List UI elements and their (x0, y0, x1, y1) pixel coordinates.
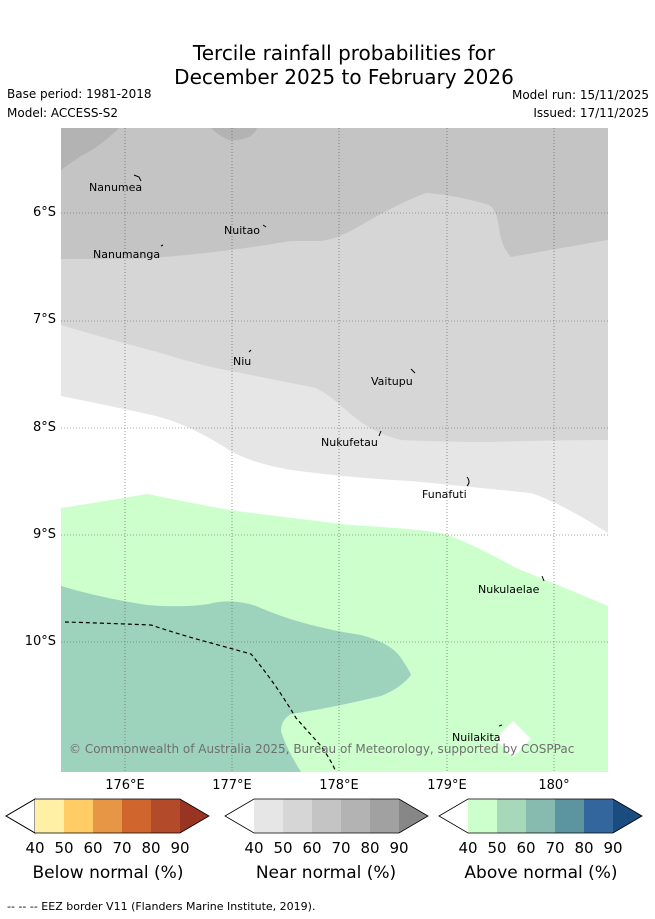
no-data-diamond (495, 721, 531, 757)
x-label-179e: 179°E (427, 778, 467, 793)
near-normal-swatch-70 (341, 799, 370, 833)
nuilakita-island-shape (498, 724, 503, 727)
nanumea-island-shape (133, 174, 142, 182)
below-normal-tick-40: 40 (25, 839, 45, 857)
map-title-line2: December 2025 to February 2026 (174, 65, 514, 89)
below-normal-swatch-80 (151, 799, 180, 833)
niu-island-shape (248, 349, 252, 353)
island-label-nanumea: Nanumea (89, 181, 142, 194)
copyright-text: © Commonwealth of Australia 2025, Bureau… (69, 742, 574, 756)
near-normal-tick-50: 50 (273, 839, 293, 857)
island-label-niu: Niu (233, 355, 251, 368)
island-label-funafuti: Funafuti (422, 488, 467, 501)
above-normal-swatch-50 (497, 799, 526, 833)
map-gridlines (61, 128, 608, 772)
y-label-6s: 6°S (32, 205, 56, 220)
below-normal-low-arrow (5, 798, 36, 834)
below-normal-tick-90: 90 (170, 839, 190, 857)
above-normal-high-arrow (613, 799, 642, 833)
funafuti-island-shape (466, 476, 470, 487)
below-normal-tick-60: 60 (83, 839, 103, 857)
above-normal-outline (438, 798, 643, 834)
below-normal-title: Below normal (%) (32, 863, 184, 883)
above-normal-swatch-80 (584, 799, 613, 833)
nuitao-island-shape (262, 224, 267, 228)
below-normal-swatch-50 (64, 799, 93, 833)
near-normal-low-arrow (225, 799, 254, 833)
below-normal-high-arrow (180, 799, 209, 833)
base-period: Base period: 1981-2018 (7, 87, 152, 101)
near-normal-80-patch-north (211, 128, 257, 141)
y-label-7s: 7°S (32, 312, 56, 327)
x-label-177e: 177°E (212, 778, 252, 793)
below-normal-swatch-40 (35, 799, 64, 833)
above-normal-tick-60: 60 (516, 839, 536, 857)
model-run: Model run: 15/11/2025 (511, 88, 649, 102)
near-normal-high-arrow (399, 799, 428, 833)
y-label-10s: 10°S (24, 634, 56, 649)
below-normal-tick-70: 70 (112, 839, 132, 857)
above-normal-tick-50: 50 (487, 839, 507, 857)
map-canvas: Nanumea Nuitao Nanumanga Niu Vaitupu Nuk… (61, 128, 608, 772)
above-normal-tick-90: 90 (603, 839, 623, 857)
island-label-nuitao: Nuitao (224, 224, 260, 237)
colorbar-near-normal (224, 798, 429, 834)
above-normal-low-arrow (439, 799, 468, 833)
y-label-9s: 9°S (32, 527, 56, 542)
near-normal-tick-90: 90 (389, 839, 409, 857)
eez-legend-footnote: -- -- -- EEZ border V11 (Flanders Marine… (7, 900, 316, 913)
nanumanga-island-shape (160, 244, 164, 247)
near-normal-80-patch-west (61, 128, 119, 170)
island-label-nukulaelae: Nukulaelae (478, 583, 540, 596)
nukulaelae-island-shape (541, 575, 545, 582)
below-normal-tick-80: 80 (141, 839, 161, 857)
near-normal-title: Near normal (%) (255, 863, 397, 883)
near-normal-tick-40: 40 (244, 839, 264, 857)
model-name: Model: ACCESS-S2 (7, 106, 119, 120)
near-normal-tick-60: 60 (302, 839, 322, 857)
near-normal-swatch-60 (312, 799, 341, 833)
near-normal-swatch-80 (370, 799, 399, 833)
below-normal-outline (5, 798, 210, 834)
nukufetau-island-shape (378, 430, 382, 437)
issued-date: Issued: 17/11/2025 (533, 106, 649, 120)
near-normal-tick-70: 70 (331, 839, 351, 857)
rainfall-probability-map: Nanumea Nuitao Nanumanga Niu Vaitupu Nuk… (61, 128, 608, 772)
near-normal-tick-80: 80 (360, 839, 380, 857)
x-label-180: 180° (538, 778, 570, 793)
x-label-176e: 176°E (105, 778, 145, 793)
island-label-vaitupu: Vaitupu (371, 375, 413, 388)
below-normal-swatch-70 (122, 799, 151, 833)
colorbar-above-normal (438, 798, 643, 834)
above-normal-60-region (61, 586, 411, 772)
y-label-8s: 8°S (32, 420, 56, 435)
island-label-nukufetau: Nukufetau (321, 436, 378, 449)
island-label-nuilakita: Nuilakita (452, 731, 501, 744)
below-normal-swatch-60 (93, 799, 122, 833)
near-normal-swatch-40 (254, 799, 283, 833)
island-outlines (133, 174, 545, 727)
near-normal-outline (224, 798, 429, 834)
vaitupu-island-shape (410, 368, 416, 374)
above-normal-swatch-40 (468, 799, 497, 833)
above-normal-swatch-60 (526, 799, 555, 833)
island-label-nanumanga: Nanumanga (93, 248, 160, 261)
above-normal-tick-40: 40 (458, 839, 478, 857)
eez-border-line (64, 621, 337, 772)
colorbar-below-normal (5, 798, 210, 834)
above-normal-title: Above normal (%) (464, 863, 618, 883)
below-normal-tick-50: 50 (54, 839, 74, 857)
above-normal-tick-80: 80 (574, 839, 594, 857)
x-label-178e: 178°E (319, 778, 359, 793)
above-normal-tick-70: 70 (545, 839, 565, 857)
near-normal-swatch-50 (283, 799, 312, 833)
above-normal-swatch-70 (555, 799, 584, 833)
map-title-line1: Tercile rainfall probabilities for (192, 41, 496, 65)
